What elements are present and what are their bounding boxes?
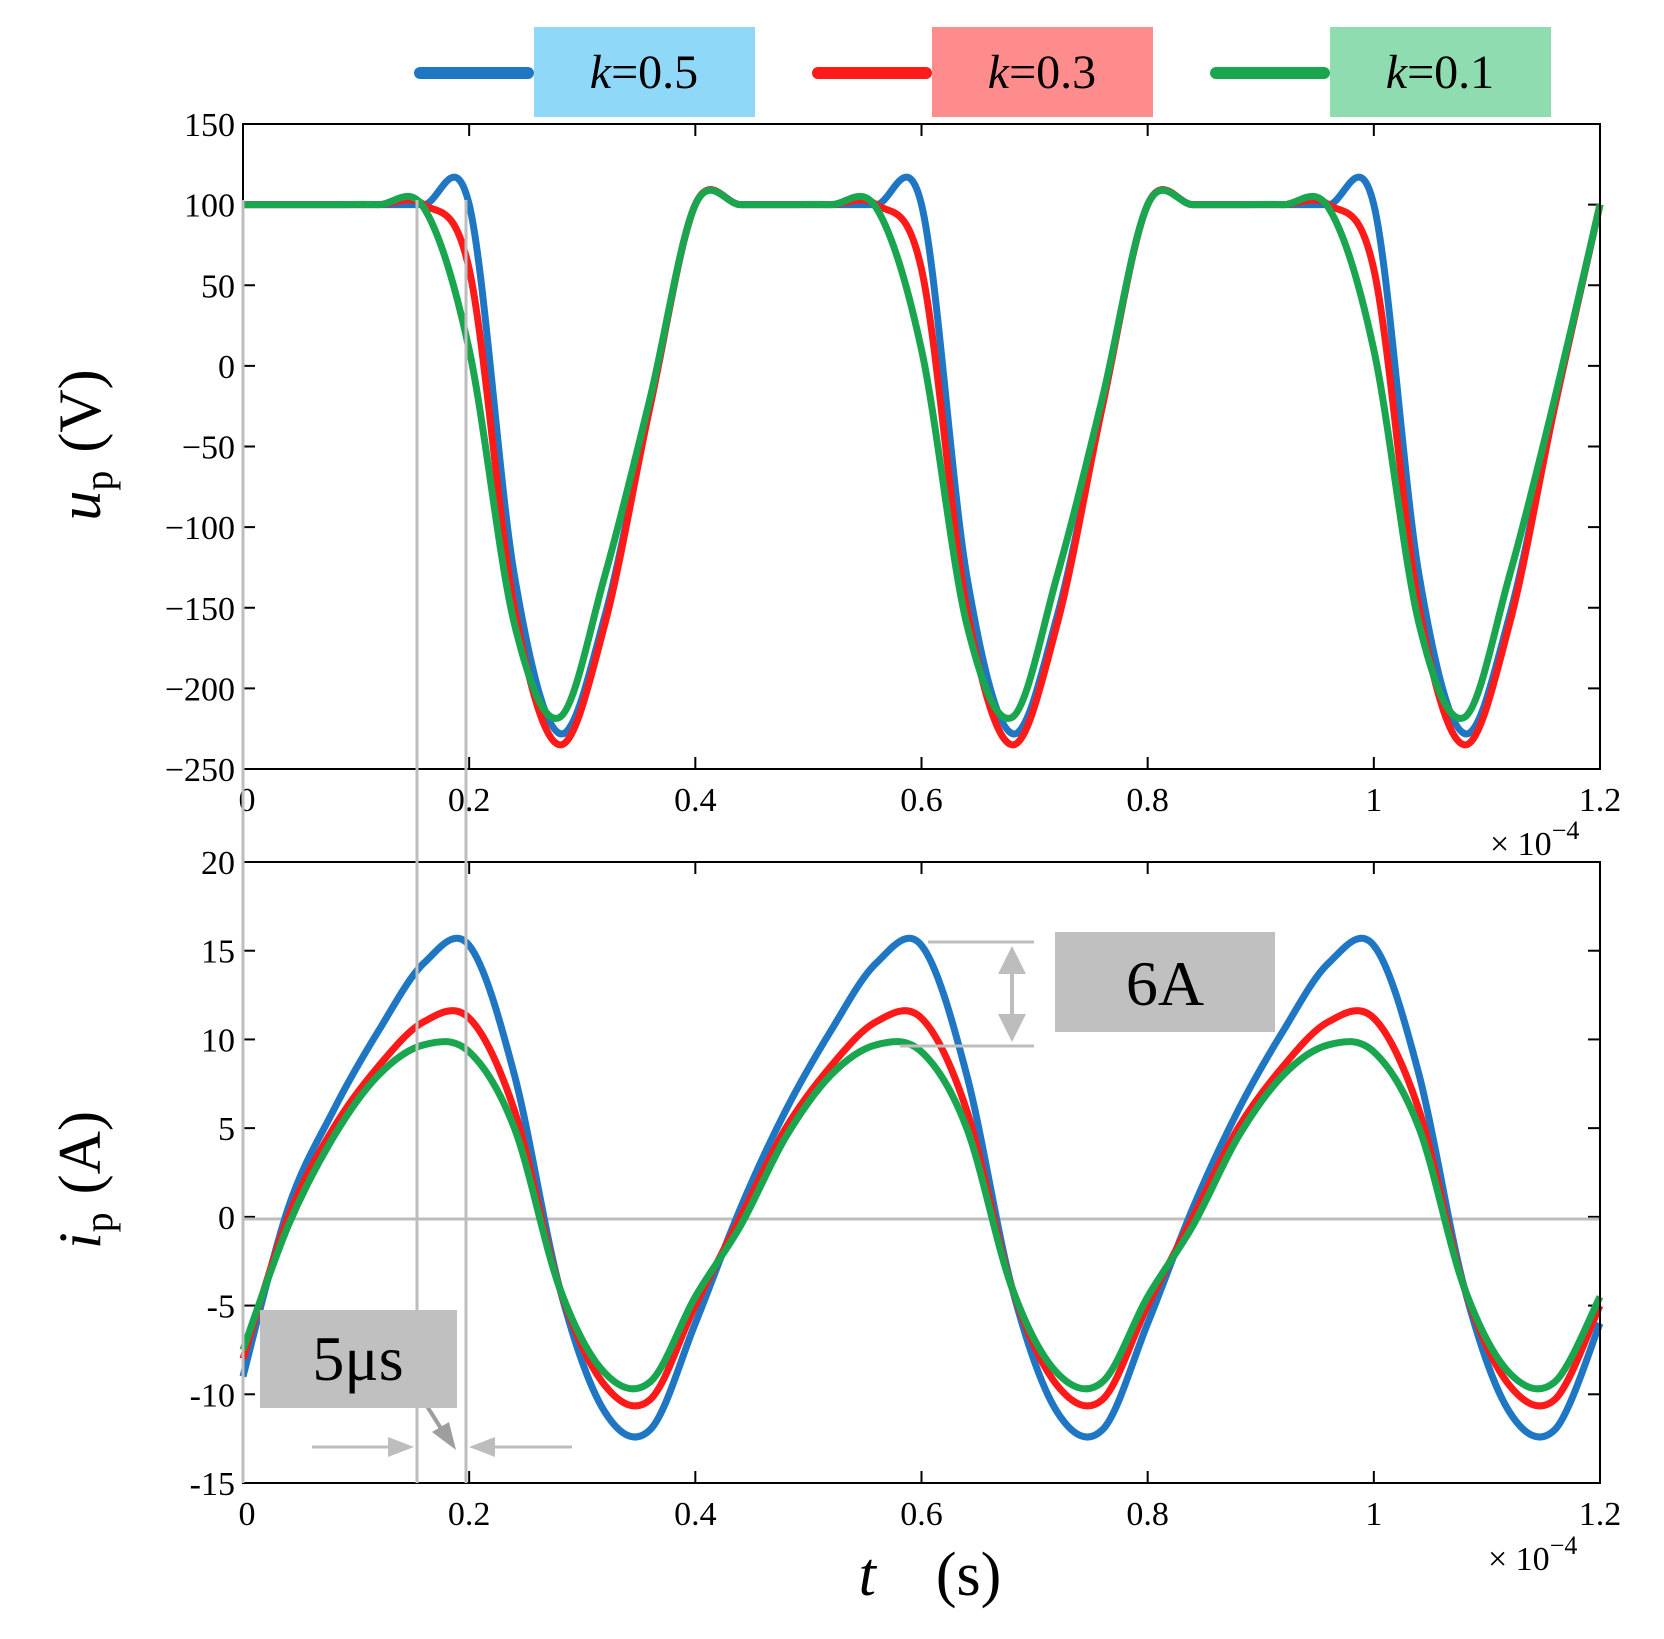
x-tick-label: 0 xyxy=(239,1496,256,1533)
series-line-k-0-5 xyxy=(242,173,1604,738)
svg-text:k=0.5: k=0.5 xyxy=(590,46,698,99)
y-tick-label: 0 xyxy=(218,349,235,386)
plot-current-xscale-exp: −4 xyxy=(1550,1531,1578,1560)
y-tick-label: −100 xyxy=(165,510,235,547)
legend-item-0: k=0.5 xyxy=(414,27,755,117)
plot-voltage: 0 0.2 0.4 0.6 0.8 1 1.2 150 100 50 0 −50 −100 −150 −20… xyxy=(47,107,1621,863)
legend-label-2: =0.1 xyxy=(1407,46,1494,99)
x-tick-label: 0.2 xyxy=(448,1496,491,1533)
plot-current-series xyxy=(239,934,1604,1441)
y-tick-label: −150 xyxy=(165,591,235,628)
plot-voltage-ylabel-sub: p xyxy=(76,471,121,491)
svg-text:k=0.1: k=0.1 xyxy=(1386,46,1494,99)
svg-text:t(s): t (s) xyxy=(859,1541,1002,1609)
y-tick-label: 5 xyxy=(218,1111,235,1148)
legend-item-1: k=0.3 xyxy=(812,27,1153,117)
legend-box-2 xyxy=(1330,27,1551,117)
x-tick-label: 0.6 xyxy=(900,782,943,819)
x-tick-label: 1.2 xyxy=(1579,1496,1622,1533)
y-tick-label: 100 xyxy=(184,188,235,225)
legend: k=0.5 k=0.3 k=0.1 xyxy=(414,27,1551,117)
plot-voltage-xscale-exp: −4 xyxy=(1552,816,1580,845)
plot-current-ylabel-unit: (A) xyxy=(47,1111,113,1194)
time-pointer-head xyxy=(432,1422,456,1450)
y-tick-label: −50 xyxy=(182,430,235,467)
legend-box-0 xyxy=(534,27,755,117)
x-tick-label: 1 xyxy=(1365,1496,1382,1533)
x-tick-label: 0.4 xyxy=(674,782,717,819)
y-tick-label: -10 xyxy=(190,1377,235,1414)
amplitude-arrow-head-down xyxy=(998,1014,1026,1042)
time-arrow-right-head xyxy=(469,1437,495,1457)
time-arrow-left-head xyxy=(388,1437,414,1457)
amplitude-annotation: 6A xyxy=(900,932,1275,1048)
svg-text:ip(A): ip (A) xyxy=(47,1111,121,1249)
y-tick-label: 10 xyxy=(201,1022,235,1059)
legend-item-2: k=0.1 xyxy=(1210,27,1551,117)
x-tick-label: 0.6 xyxy=(900,1496,943,1533)
legend-var-0: k xyxy=(590,46,613,99)
plot-current-xscale: × 10 xyxy=(1488,1541,1550,1578)
plot-voltage-tick-labels: 0 0.2 0.4 0.6 0.8 1 1.2 150 100 50 0 −50 −100 −150 −20… xyxy=(165,107,1621,819)
x-tick-label: 1.2 xyxy=(1579,782,1622,819)
svg-text:k=0.3: k=0.3 xyxy=(988,46,1096,99)
svg-text:× 10−4: × 10−4 xyxy=(1490,816,1579,863)
series-line-k-0-1 xyxy=(239,1038,1604,1393)
plot-current-ylabel-var: i xyxy=(47,1232,113,1249)
series-line-k-0-3 xyxy=(239,1007,1604,1410)
y-tick-label: 20 xyxy=(201,845,235,882)
legend-var-2: k xyxy=(1386,46,1409,99)
x-tick-label: 0.4 xyxy=(674,1496,717,1533)
y-tick-label: 150 xyxy=(184,107,235,144)
legend-label-1: =0.3 xyxy=(1009,46,1096,99)
time-label-box xyxy=(260,1310,457,1408)
plot-voltage-series xyxy=(242,173,1604,749)
svg-text:× 10−4: × 10−4 xyxy=(1488,1531,1577,1578)
plot-current-xlabel-var: t xyxy=(859,1541,878,1609)
time-annotation: 5μs xyxy=(241,200,572,1483)
time-label-num: 5 xyxy=(312,1323,344,1394)
y-tick-label: −200 xyxy=(165,671,235,708)
x-tick-label: 0.2 xyxy=(448,782,491,819)
x-tick-label: 0 xyxy=(239,782,256,819)
plot-current-tick-labels: 0 0.2 0.4 0.6 0.8 1 1.2 20 15 10 5 0 -5 -10 -15 xyxy=(190,845,1622,1533)
y-tick-label: 50 xyxy=(201,268,235,305)
x-tick-label: 0.8 xyxy=(1126,1496,1169,1533)
plot-voltage-ylabel-var: u xyxy=(47,491,113,521)
amplitude-arrow-head-up xyxy=(998,946,1026,974)
amplitude-label: 6A xyxy=(1126,948,1204,1019)
legend-label-0: =0.5 xyxy=(611,46,698,99)
plot-voltage-xscale: × 10 xyxy=(1490,826,1552,863)
plot-current-ylabel-sub: p xyxy=(76,1212,121,1232)
y-tick-label: 15 xyxy=(201,934,235,971)
time-label-unit: μs xyxy=(344,1323,403,1394)
svg-text:up(V): up (V) xyxy=(47,369,121,520)
series-line-k-0-3 xyxy=(242,186,1604,749)
legend-box-1 xyxy=(932,27,1153,117)
series-line-k-0-1 xyxy=(242,186,1604,722)
svg-text:5μs: 5μs xyxy=(312,1323,403,1394)
y-tick-label: −250 xyxy=(165,752,235,789)
x-tick-label: 0.8 xyxy=(1126,782,1169,819)
y-tick-label: -5 xyxy=(207,1289,235,1326)
plot-current-xlabel-unit: (s) xyxy=(936,1541,1001,1609)
y-tick-label: 0 xyxy=(218,1200,235,1237)
y-tick-label: -15 xyxy=(190,1466,235,1503)
x-tick-label: 1 xyxy=(1365,782,1382,819)
series-line-k-0-5 xyxy=(239,934,1604,1441)
legend-var-1: k xyxy=(988,46,1011,99)
amplitude-label-box xyxy=(1055,932,1275,1032)
plot-voltage-ylabel-unit: (V) xyxy=(47,369,113,452)
